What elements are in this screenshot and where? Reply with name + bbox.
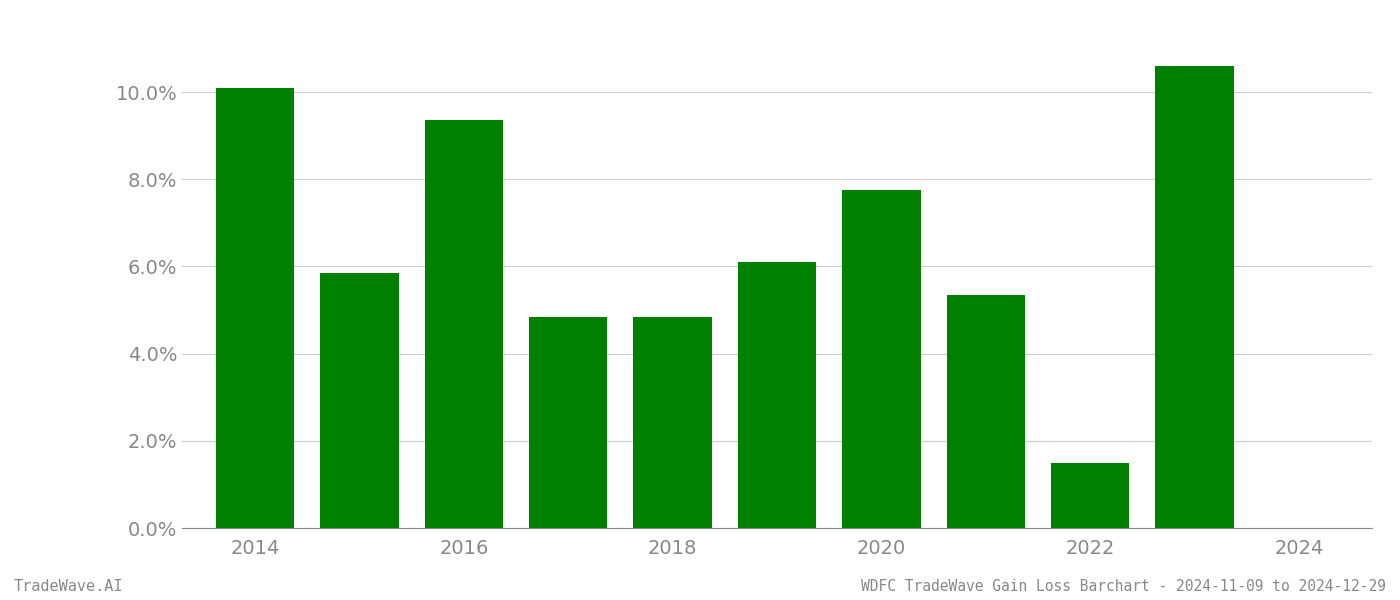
Text: WDFC TradeWave Gain Loss Barchart - 2024-11-09 to 2024-12-29: WDFC TradeWave Gain Loss Barchart - 2024… — [861, 579, 1386, 594]
Bar — [1155, 66, 1233, 528]
Bar — [1051, 463, 1130, 528]
Text: TradeWave.AI: TradeWave.AI — [14, 579, 123, 594]
Bar — [424, 121, 503, 528]
Bar — [738, 262, 816, 528]
Bar — [946, 295, 1025, 528]
Bar — [321, 273, 399, 528]
Bar — [843, 190, 921, 528]
Bar — [633, 317, 711, 528]
Bar — [216, 88, 294, 528]
Bar — [529, 317, 608, 528]
